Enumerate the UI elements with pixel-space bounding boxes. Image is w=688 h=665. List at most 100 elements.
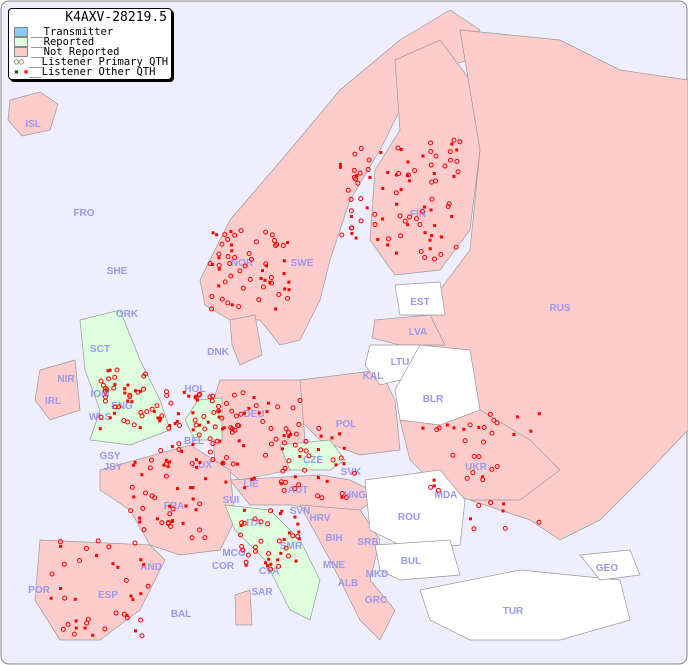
legend-label: __Transmitter [31,26,114,38]
listener-other-marker [242,444,246,448]
listener-primary-marker [106,544,112,550]
listener-primary-marker [240,390,246,396]
listener-primary-marker [338,455,344,461]
listener-primary-marker [489,430,495,436]
listener-other-marker [294,559,298,563]
listener-primary-marker [49,571,55,577]
listener-other-marker [176,412,180,416]
listener-primary-marker [285,295,291,301]
listener-primary-marker [273,436,279,442]
region-esp-por [34,539,166,641]
listener-other-marker [365,206,369,210]
listener-primary-marker [447,149,453,155]
listener-other-marker [293,515,297,519]
listener-primary-marker [231,392,237,398]
listener-other-marker [406,223,410,227]
country-label-mne: MNE [323,560,346,571]
listener-other-marker [319,434,323,438]
country-label-geo: GEO [596,563,618,574]
listener-primary-marker [276,538,282,544]
listener-primary-marker [209,398,215,404]
listener-primary-marker [297,397,303,403]
listener-other-marker [452,426,456,430]
listener-other-marker [244,563,248,567]
listener-other-marker [263,278,267,282]
listener-other-marker [224,480,228,484]
listener-other-marker [354,236,358,240]
listener-primary-marker [237,268,243,274]
listener-primary-marker [116,404,122,410]
listener-primary-marker [142,371,148,377]
listener-primary-marker [306,453,312,459]
country-label-deu: DEU [243,409,264,420]
listener-primary-marker [471,526,477,532]
listener-other-marker [338,432,342,436]
listener-primary-marker [121,611,127,617]
listener-other-marker [239,524,243,528]
listener-primary-marker [127,394,133,400]
listener-primary-marker [163,461,169,467]
country-label-grc: GRC [365,595,387,606]
legend-label: __Listener Primary QTH [29,56,169,68]
listener-primary-marker [481,439,487,445]
listener-primary-marker [451,137,457,143]
listener-other-marker [108,368,112,372]
listener-other-marker [274,307,278,311]
country-label-rou: ROU [398,512,420,523]
country-label-mda: MDA [435,490,458,501]
listener-other-marker [108,416,112,420]
country-label-nir: NIR [57,374,75,385]
listener-other-marker [282,434,286,438]
listener-primary-marker [296,421,302,427]
listener-other-marker [139,592,143,596]
listener-other-marker [194,508,198,512]
listener-other-marker [250,477,254,481]
listener-other-marker [168,460,172,464]
listener-primary-marker [281,487,287,493]
listener-primary-marker [246,250,252,256]
listener-other-marker [285,241,289,245]
listener-other-marker [481,475,485,479]
listener-primary-marker [225,300,231,306]
listener-other-marker [282,271,286,275]
listener-primary-marker [207,261,213,267]
listener-primary-marker [262,452,268,458]
listener-primary-marker [293,431,299,437]
country-label-lva: LVA [409,327,428,338]
region-isl [7,91,59,137]
listener-other-marker [316,448,320,452]
listener-primary-marker [248,256,254,262]
listener-primary-marker [98,378,104,384]
listener-other-marker [433,224,437,228]
region-sar [234,589,253,626]
listener-primary-marker [280,243,286,248]
listener-primary-marker [163,473,169,479]
listener-primary-marker [253,239,259,245]
listener-other-marker [261,269,265,273]
listener-other-marker [243,411,247,415]
country-label-blr: BLR [423,394,444,405]
listener-primary-marker [438,251,444,257]
listener-primary-marker [242,263,248,269]
listener-other-marker [188,486,192,490]
country-label-hol: HOL [184,384,205,395]
listener-primary-marker [238,411,244,417]
listener-other-marker [269,562,273,566]
listener-other-marker [395,202,399,206]
listener-other-marker [252,396,256,400]
listener-primary-marker [202,535,208,541]
listener-other-marker [252,476,256,480]
listener-other-marker [316,475,320,479]
listener-primary-marker [240,285,246,291]
region-fra [99,444,236,556]
listener-other-marker [130,400,134,404]
listener-other-marker [243,486,247,490]
listener-primary-marker [165,519,171,525]
listener-other-marker [515,415,519,419]
listener-other-marker [428,238,432,242]
listener-other-marker [106,369,110,373]
listener-other-marker [152,409,156,413]
country-label-svn: SVN [290,506,311,517]
listener-other-marker [338,162,342,166]
